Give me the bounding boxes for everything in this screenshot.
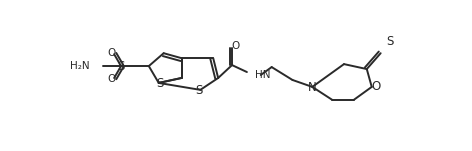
Text: O: O <box>232 41 240 51</box>
Text: HN: HN <box>255 70 270 80</box>
Text: S: S <box>156 77 163 90</box>
Text: H₂N: H₂N <box>70 61 89 71</box>
Text: S: S <box>386 35 393 48</box>
Text: S: S <box>196 84 203 97</box>
Text: O: O <box>107 74 115 84</box>
Text: S: S <box>118 60 125 73</box>
Text: O: O <box>107 48 115 58</box>
Text: N: N <box>308 81 317 94</box>
Text: O: O <box>371 80 380 93</box>
